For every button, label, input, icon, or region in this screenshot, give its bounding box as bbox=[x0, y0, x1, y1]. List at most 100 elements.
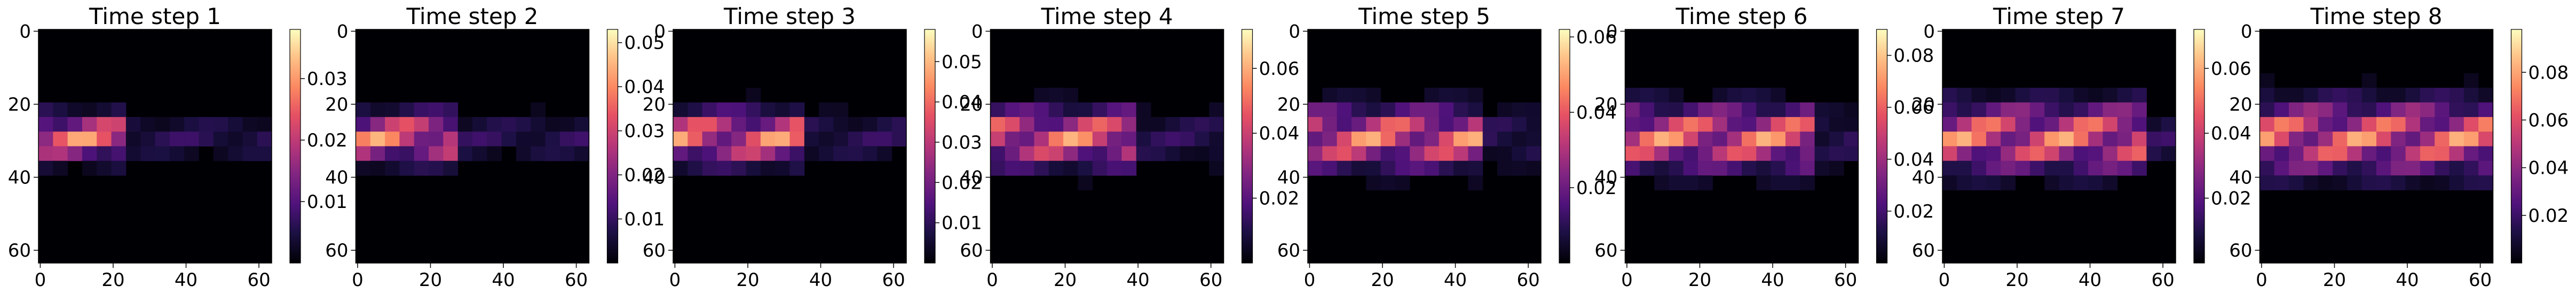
heatmap-cell bbox=[1957, 88, 1972, 103]
heatmap-cell bbox=[2478, 88, 2493, 103]
heatmap-cell bbox=[531, 132, 546, 146]
heatmap-cell bbox=[1380, 160, 1396, 176]
heatmap-cell bbox=[443, 117, 459, 132]
heatmap-cell bbox=[1957, 146, 1972, 161]
heatmap-cell bbox=[2435, 117, 2450, 132]
heatmap-cell bbox=[2347, 88, 2362, 103]
heatmap-cell bbox=[574, 146, 589, 161]
heatmap-cell bbox=[1410, 132, 1425, 146]
heatmap-cell bbox=[1698, 160, 1713, 176]
heatmap-cell bbox=[1625, 88, 1640, 103]
heatmap-cell bbox=[257, 132, 272, 146]
heatmap-cell bbox=[688, 102, 703, 118]
heatmap-cell bbox=[2001, 175, 2016, 190]
heatmap-cell bbox=[2376, 160, 2391, 176]
x-tick-label: 60 bbox=[1516, 269, 1539, 291]
heatmap-cell bbox=[1742, 117, 1757, 132]
heatmap-cell bbox=[1639, 132, 1655, 146]
heatmap-cell bbox=[819, 117, 834, 132]
heatmap-cells bbox=[990, 88, 1224, 190]
heatmap-cell bbox=[746, 160, 761, 176]
x-tick-label: 60 bbox=[2469, 269, 2492, 291]
heatmap-cell bbox=[804, 132, 819, 146]
heatmap-cell bbox=[1150, 132, 1166, 146]
colorbar-tick-label: 0.04 bbox=[942, 92, 982, 113]
heatmap-cell bbox=[1107, 160, 1122, 176]
heatmap-cell bbox=[472, 132, 487, 146]
heatmap-cell bbox=[1468, 102, 1483, 118]
heatmap-cell bbox=[1625, 117, 1640, 132]
heatmap-cell bbox=[1395, 102, 1410, 118]
heatmap-cell bbox=[2073, 102, 2089, 118]
heatmap-cell bbox=[1497, 117, 1512, 132]
heatmap-cell bbox=[1121, 102, 1137, 118]
heatmap-cell bbox=[1092, 146, 1108, 161]
heatmap-cell bbox=[414, 160, 429, 176]
heatmap-cell bbox=[38, 102, 53, 118]
chart-title: Time step 3 bbox=[723, 3, 856, 29]
heatmap-cell bbox=[2029, 146, 2045, 161]
heatmap-cell bbox=[1698, 146, 1713, 161]
heatmap-cell bbox=[2259, 132, 2275, 146]
heatmap-cell bbox=[2001, 117, 2016, 132]
heatmap-cell bbox=[1727, 102, 1742, 118]
heatmap-cell bbox=[1526, 160, 1542, 176]
heatmap-cell bbox=[833, 132, 849, 146]
heatmap-cell bbox=[2146, 117, 2162, 132]
heatmap-cell bbox=[82, 102, 97, 118]
heatmap-cell bbox=[1683, 146, 1698, 161]
y-tick-label: 60 bbox=[1277, 240, 1300, 261]
heatmap-cell bbox=[2361, 88, 2377, 103]
heatmap-cell bbox=[2103, 160, 2118, 176]
colorbar-tick-label: 0.02 bbox=[942, 172, 982, 194]
heatmap-cell bbox=[1468, 88, 1483, 103]
heatmap-cell bbox=[1654, 117, 1669, 132]
heatmap-cell bbox=[2347, 117, 2362, 132]
heatmap-cell bbox=[2391, 88, 2406, 103]
heatmap-cell bbox=[2303, 102, 2319, 118]
heatmap-cell bbox=[2449, 117, 2464, 132]
heatmap-cell bbox=[501, 117, 517, 132]
colorbar bbox=[2193, 29, 2205, 264]
heatmap-cell bbox=[673, 146, 688, 161]
heatmap-cell bbox=[2073, 117, 2089, 132]
heatmap-cell bbox=[1395, 160, 1410, 176]
heatmap-cell bbox=[775, 160, 790, 176]
heatmap-cells bbox=[2259, 73, 2493, 190]
heatmap-cell bbox=[443, 146, 459, 161]
heatmap-cell bbox=[1639, 146, 1655, 161]
heatmap-cell bbox=[1121, 117, 1137, 132]
heatmap-cell bbox=[1439, 102, 1454, 118]
heatmap-cell bbox=[1005, 146, 1020, 161]
heatmap-cell bbox=[1971, 117, 1987, 132]
heatmap-cell bbox=[1366, 146, 1381, 161]
heatmap-cell bbox=[2289, 175, 2304, 190]
heatmap-cell bbox=[2088, 102, 2103, 118]
heatmap-cell bbox=[257, 146, 272, 161]
heatmap-cell bbox=[516, 117, 531, 132]
chart-title: Time step 8 bbox=[2310, 3, 2442, 29]
heatmap-cell bbox=[1322, 160, 1338, 176]
x-tick-label: 20 bbox=[419, 269, 442, 291]
x-tick-label: 60 bbox=[247, 269, 270, 291]
y-tick-label: 40 bbox=[1912, 167, 1935, 189]
heatmap-cell bbox=[2303, 175, 2319, 190]
heatmap-cell bbox=[1829, 102, 1844, 118]
heatmap-cell bbox=[1756, 88, 1772, 103]
heatmap-cell bbox=[1337, 117, 1352, 132]
colorbar-tick-label: 0.04 bbox=[1894, 149, 1934, 171]
heatmap-cell bbox=[789, 117, 805, 132]
heatmap-cell bbox=[1107, 102, 1122, 118]
x-tick-label: 60 bbox=[2151, 269, 2174, 291]
heatmap-cell bbox=[1048, 132, 1064, 146]
heatmap-cell bbox=[1034, 160, 1049, 176]
heatmap-cell bbox=[1209, 117, 1224, 132]
heatmap-cell bbox=[1814, 117, 1830, 132]
heatmap-cell bbox=[1669, 102, 1684, 118]
heatmap-cell bbox=[1829, 160, 1844, 176]
heatmap-cell bbox=[2361, 73, 2377, 88]
y-tick-label: 20 bbox=[1912, 94, 1935, 115]
heatmap-cell bbox=[1698, 132, 1713, 146]
heatmap-cell bbox=[1683, 132, 1698, 146]
heatmap-cell bbox=[125, 117, 141, 132]
